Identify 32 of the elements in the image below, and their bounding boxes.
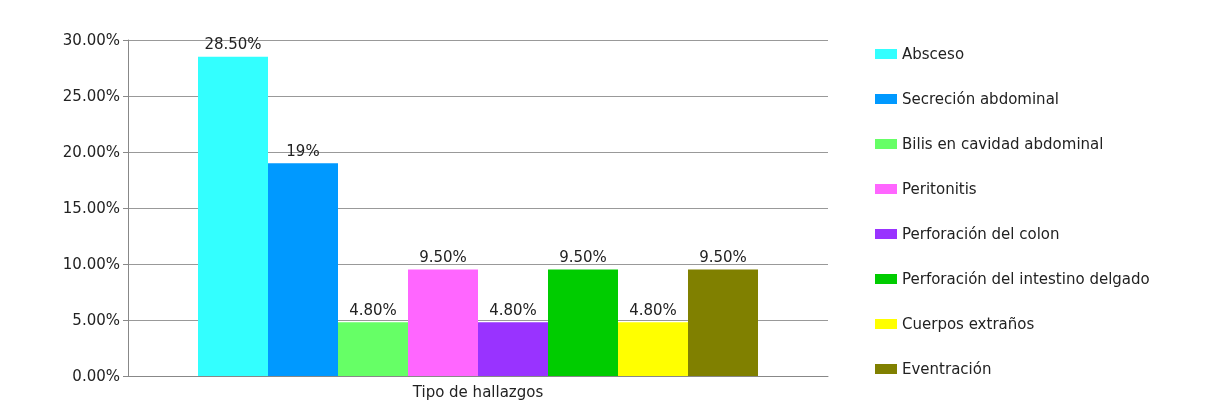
bar bbox=[688, 269, 758, 376]
legend-label: Peritonitis bbox=[902, 180, 977, 198]
y-tick-label: 30.00% bbox=[62, 31, 120, 49]
legend-label: Bilis en cavidad abdominal bbox=[902, 135, 1104, 153]
bar bbox=[338, 322, 408, 376]
data-label: 4.80% bbox=[629, 300, 677, 319]
legend-label: Eventración bbox=[902, 360, 992, 378]
bar bbox=[618, 322, 688, 376]
legend-label: Cuerpos extraños bbox=[902, 315, 1035, 333]
bar bbox=[268, 163, 338, 376]
y-tick-label: 20.00% bbox=[62, 143, 120, 161]
legend-label: Secreción abdominal bbox=[902, 90, 1059, 108]
bar bbox=[198, 56, 268, 376]
y-tick-label: 0.00% bbox=[72, 367, 120, 385]
bar bbox=[478, 322, 548, 376]
bar bbox=[548, 269, 618, 376]
legend-label: Perforación del intestino delgado bbox=[902, 270, 1150, 288]
data-label: 4.80% bbox=[489, 300, 537, 319]
data-label: 9.50% bbox=[699, 248, 747, 267]
y-tick-label: 10.00% bbox=[62, 255, 120, 273]
data-label: 19% bbox=[286, 141, 320, 160]
data-label: 28.50% bbox=[204, 35, 262, 54]
bar bbox=[408, 269, 478, 376]
y-tick-label: 25.00% bbox=[62, 87, 120, 105]
data-label: 9.50% bbox=[559, 248, 607, 267]
data-label: 9.50% bbox=[419, 248, 467, 267]
y-tick-label: 5.00% bbox=[72, 311, 120, 329]
x-tick-label: Tipo de hallazgos bbox=[411, 382, 544, 401]
data-label: 4.80% bbox=[349, 300, 397, 319]
legend-label: Perforación del colon bbox=[902, 225, 1060, 243]
y-tick-label: 15.00% bbox=[62, 199, 120, 217]
legend-label: Absceso bbox=[902, 45, 965, 63]
